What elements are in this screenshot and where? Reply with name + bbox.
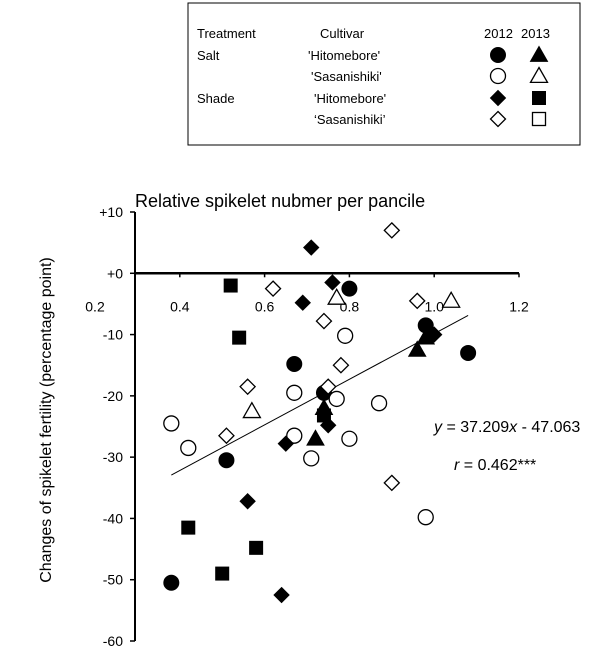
legend-header-treatment: Treatment: [197, 26, 256, 41]
y-tick-label: -10: [103, 327, 123, 343]
point-open-diamond: [315, 312, 333, 330]
legend-box: [187, 2, 581, 146]
point-open-circle: [328, 390, 345, 408]
legend-marker-open-triangle: [529, 66, 549, 84]
y-tick-label: +10: [99, 204, 123, 220]
point-filled-circle: [460, 344, 477, 361]
legend-row-3-treatment: Shade: [197, 91, 235, 106]
point-filled-square: [181, 520, 196, 535]
legend-row-3-cultivar: 'Hitomebore': [314, 91, 386, 106]
point-filled-circle: [163, 574, 180, 591]
x-tick-label: 1.2: [509, 298, 529, 314]
tick-labels: +10+0-10-20-30-40-50-600.2 0.4 0.6 0.8 1.0 1.…: [85, 204, 529, 649]
legend-header-2013: 2013: [521, 26, 550, 41]
y-tick-label: -60: [103, 633, 123, 649]
y-tick-label: -50: [103, 572, 123, 588]
legend-marker-filled-square: [532, 91, 546, 105]
point-open-circle: [417, 509, 434, 526]
x-tick-label: 1.0: [424, 298, 444, 314]
y-tick-label: -40: [103, 510, 123, 526]
point-filled-diamond: [425, 326, 443, 343]
legend: Treatment Cultivar 2012 2013 Salt 'Hitom…: [187, 2, 581, 146]
point-open-diamond: [218, 427, 235, 445]
point-filled-diamond: [324, 274, 341, 291]
legend-marker-filled-triangle: [529, 45, 549, 62]
y-tick-label: -30: [103, 449, 123, 465]
point-open-diamond: [319, 378, 337, 396]
legend-row-1-treatment: Salt: [197, 48, 220, 63]
legend-header-2012: 2012: [484, 26, 513, 41]
point-filled-square: [232, 330, 247, 345]
legend-marker-open-diamond: [489, 110, 507, 128]
point-filled-square: [316, 408, 331, 423]
legend-header-cultivar: Cultivar: [320, 26, 365, 41]
data-points: [163, 221, 477, 604]
point-filled-diamond: [303, 239, 320, 256]
point-open-diamond: [383, 474, 401, 492]
legend-marker-open-circle: [489, 67, 507, 85]
point-filled-circle: [286, 355, 303, 372]
y-tick-label: -20: [103, 388, 123, 404]
point-filled-circle: [341, 280, 358, 297]
point-filled-circle: [218, 452, 235, 469]
point-filled-square: [249, 540, 264, 555]
point-open-diamond: [264, 280, 282, 298]
point-open-circle: [286, 427, 303, 444]
point-open-triangle: [327, 287, 347, 305]
point-open-circle: [163, 415, 180, 432]
point-open-diamond: [408, 292, 426, 310]
point-filled-triangle: [407, 340, 427, 357]
point-open-diamond: [239, 378, 257, 396]
point-filled-triangle: [306, 429, 325, 446]
x-tick-label: 0.6: [255, 298, 275, 314]
legend-marker-filled-circle: [490, 47, 506, 63]
point-open-triangle: [242, 401, 262, 419]
point-filled-diamond: [294, 294, 311, 311]
x-tick-label: 0.4: [170, 298, 190, 314]
legend-marker-filled-diamond: [489, 89, 507, 107]
point-open-diamond: [383, 221, 401, 239]
point-open-circle: [337, 327, 354, 344]
point-open-circle: [180, 439, 197, 457]
point-open-circle: [341, 430, 358, 447]
axes: [130, 211, 520, 642]
point-open-circle: [370, 395, 388, 412]
point-open-diamond: [332, 356, 350, 374]
point-filled-diamond: [277, 435, 295, 452]
chart-title: Relative spikelet nubmer per pancile: [135, 191, 425, 211]
regression-equation: y = 37.209x - 47.063: [433, 419, 580, 436]
point-open-circle: [286, 384, 303, 401]
point-filled-diamond: [239, 493, 256, 510]
y-tick-label: +0: [107, 265, 123, 281]
point-open-triangle: [441, 291, 461, 308]
y-axis-title: Changes of spikelet fertility (percentag…: [38, 257, 55, 583]
legend-marker-open-square: [531, 111, 547, 127]
legend-row-4-cultivar: ‘Sasanishiki’: [314, 112, 386, 127]
correlation-r: r = 0.462***: [454, 457, 536, 474]
legend-row-2-cultivar: 'Sasanishiki': [311, 69, 382, 84]
point-open-circle: [303, 450, 320, 467]
legend-markers: [489, 45, 549, 128]
legend-row-1-cultivar: 'Hitomebore': [308, 48, 380, 63]
x-tick-label: 0.2: [85, 298, 105, 314]
point-filled-diamond: [273, 586, 290, 604]
point-filled-square: [223, 278, 238, 293]
point-filled-square: [215, 566, 230, 581]
